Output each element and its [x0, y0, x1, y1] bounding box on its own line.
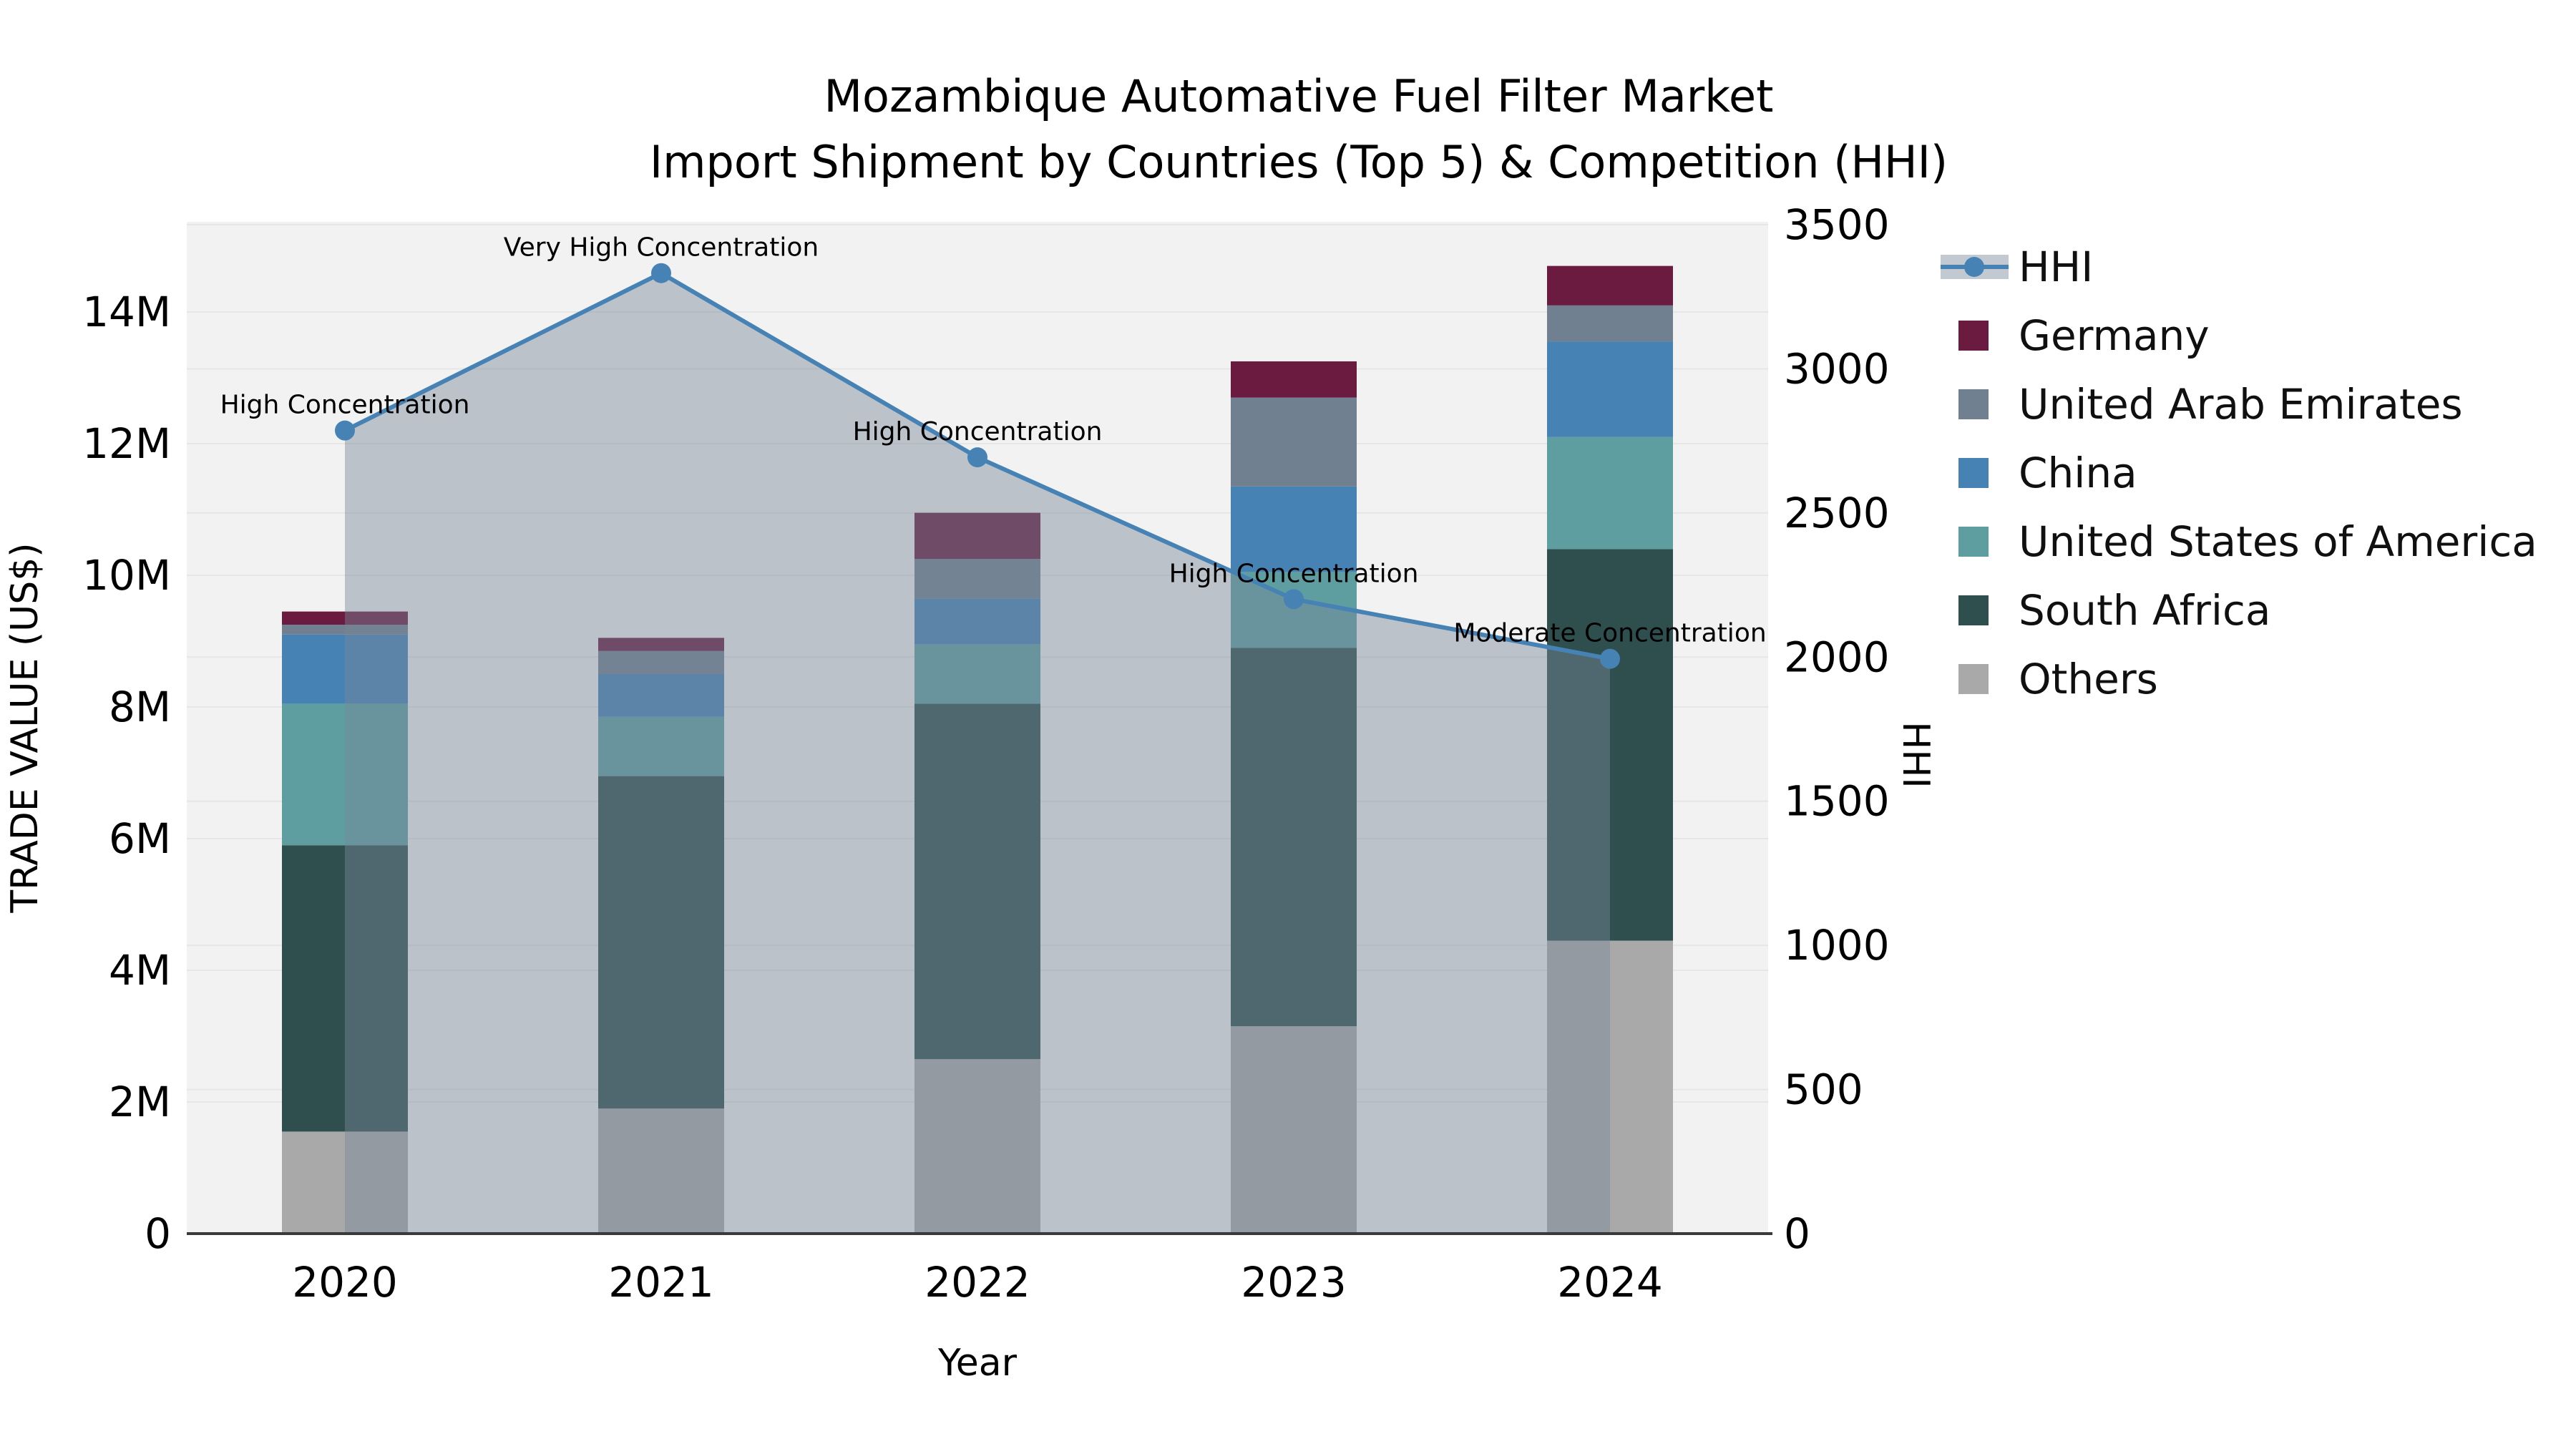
bar-segment-2023-germany — [1231, 361, 1357, 398]
annotation-2023: High Concentration — [1169, 559, 1419, 588]
right-tick-500: 500 — [1784, 1065, 1863, 1114]
left-tick-6M: 6M — [109, 814, 171, 863]
bar-segment-2024-china — [1547, 341, 1673, 437]
legend-swatch-container — [1941, 576, 2009, 645]
legend-item-united-states-of-america: United States of America — [1941, 507, 2537, 576]
legend-hhi-line-icon — [1941, 233, 2009, 301]
bar-segment-2022-united-states-of-america — [914, 644, 1040, 704]
right-tick-1500: 1500 — [1784, 777, 1890, 826]
bar-segment-2020-china — [282, 634, 408, 704]
annotation-2022: High Concentration — [853, 417, 1103, 447]
legend-item-germany: Germany — [1941, 301, 2537, 370]
left-tick-8M: 8M — [109, 683, 171, 731]
left-tick-4M: 4M — [109, 946, 171, 995]
right-axis-title: HHI — [1894, 721, 1937, 789]
annotation-2024: Moderate Concentration — [1453, 619, 1766, 648]
legend-swatch-icon — [1958, 321, 1989, 351]
legend-swatch-icon — [1958, 595, 1989, 625]
legend-swatch-icon — [1958, 664, 1989, 694]
left-tick-2M: 2M — [109, 1078, 171, 1126]
hhi-marker-2022 — [967, 447, 987, 468]
bar-segment-2022-germany — [914, 512, 1040, 560]
legend: HHI Germany United Arab Emirates China Unite… — [1941, 233, 2537, 713]
bar-segment-2020-south-africa — [282, 845, 408, 1132]
bar-segment-2020-united-arab-emirates — [282, 625, 408, 635]
x-tick-2024: 2024 — [1557, 1258, 1663, 1307]
x-tick-2022: 2022 — [924, 1258, 1030, 1307]
bar-segment-2023-china — [1231, 486, 1357, 572]
annotation-2020: High Concentration — [220, 391, 470, 420]
right-tick-3500: 3500 — [1784, 200, 1890, 249]
legend-label: United States of America — [2019, 517, 2537, 566]
legend-label: Others — [2019, 655, 2158, 703]
bar-segment-2021-united-states-of-america — [598, 716, 724, 776]
bar-segment-2024-others — [1547, 940, 1673, 1234]
legend-swatch-icon — [1958, 527, 1989, 557]
legend-swatch-icon — [1958, 389, 1989, 419]
legend-swatch-container — [1941, 439, 2009, 507]
legend-label: South Africa — [2019, 586, 2271, 635]
x-tick-2023: 2023 — [1241, 1258, 1347, 1307]
legend-swatch-container — [1941, 507, 2009, 576]
bar-segment-2022-south-africa — [914, 703, 1040, 1060]
hhi-marker-2021 — [651, 263, 671, 283]
left-tick-10M: 10M — [82, 551, 171, 600]
legend-item-others: Others — [1941, 645, 2537, 713]
legend-swatch-container — [1941, 645, 2009, 713]
right-tick-2500: 2500 — [1784, 489, 1890, 537]
bar-segment-2022-united-arab-emirates — [914, 559, 1040, 599]
bar-segment-2023-united-states-of-america — [1231, 572, 1357, 648]
bar-segment-2023-south-africa — [1231, 648, 1357, 1027]
legend-hhi-marker-icon — [1964, 257, 1984, 277]
annotation-2021: Very High Concentration — [504, 233, 819, 263]
right-tick-3000: 3000 — [1784, 344, 1890, 393]
x-tick-2020: 2020 — [292, 1258, 398, 1307]
bar-segment-2022-china — [914, 598, 1040, 645]
legend-swatch-container — [1941, 370, 2009, 439]
legend-item-united-arab-emirates: United Arab Emirates — [1941, 370, 2537, 439]
left-tick-14M: 14M — [82, 288, 171, 336]
bar-segment-2021-china — [598, 674, 724, 717]
bar-segment-2024-united-arab-emirates — [1547, 305, 1673, 342]
legend-label: China — [2019, 449, 2137, 497]
legend-item-hhi: HHI — [1941, 233, 2537, 301]
chart-title-line1: Mozambique Automative Fuel Filter Market — [824, 70, 1774, 122]
x-tick-2021: 2021 — [608, 1258, 714, 1307]
hhi-marker-2020 — [335, 420, 355, 441]
left-tick-0: 0 — [145, 1209, 171, 1258]
bar-segment-2021-united-arab-emirates — [598, 650, 724, 675]
right-tick-2000: 2000 — [1784, 633, 1890, 681]
right-tick-0: 0 — [1784, 1209, 1810, 1258]
legend-label: Germany — [2019, 311, 2210, 360]
bar-segment-2024-united-states-of-america — [1547, 436, 1673, 550]
legend-swatch-icon — [1958, 458, 1989, 488]
bar-segment-2024-south-africa — [1547, 549, 1673, 941]
left-axis-title: TRADE VALUE (US$) — [4, 542, 47, 913]
bar-segment-2024-germany — [1547, 265, 1673, 306]
legend-swatch-container — [1941, 301, 2009, 370]
chart-title-line2: Import Shipment by Countries (Top 5) & C… — [649, 136, 1948, 188]
bar-segment-2021-germany — [598, 638, 724, 651]
bar-segment-2021-others — [598, 1108, 724, 1234]
x-axis-title: Year — [937, 1342, 1018, 1385]
bar-segment-2020-united-states-of-america — [282, 703, 408, 846]
right-tick-1000: 1000 — [1784, 921, 1890, 970]
hhi-marker-2024 — [1600, 648, 1620, 669]
hhi-area-fill — [345, 273, 1610, 1234]
bar-segment-2022-others — [914, 1059, 1040, 1234]
legend-item-south-africa: South Africa — [1941, 576, 2537, 645]
bar-segment-2020-germany — [282, 611, 408, 625]
bar-segment-2021-south-africa — [598, 776, 724, 1109]
bar-segment-2023-united-arab-emirates — [1231, 397, 1357, 487]
legend-item-china: China — [1941, 439, 2537, 507]
hhi-marker-2023 — [1284, 589, 1304, 610]
left-tick-12M: 12M — [82, 419, 171, 468]
bar-segment-2020-others — [282, 1131, 408, 1234]
bar-segment-2023-others — [1231, 1026, 1357, 1234]
legend-label: United Arab Emirates — [2019, 380, 2463, 429]
legend-label: HHI — [2019, 243, 2094, 291]
